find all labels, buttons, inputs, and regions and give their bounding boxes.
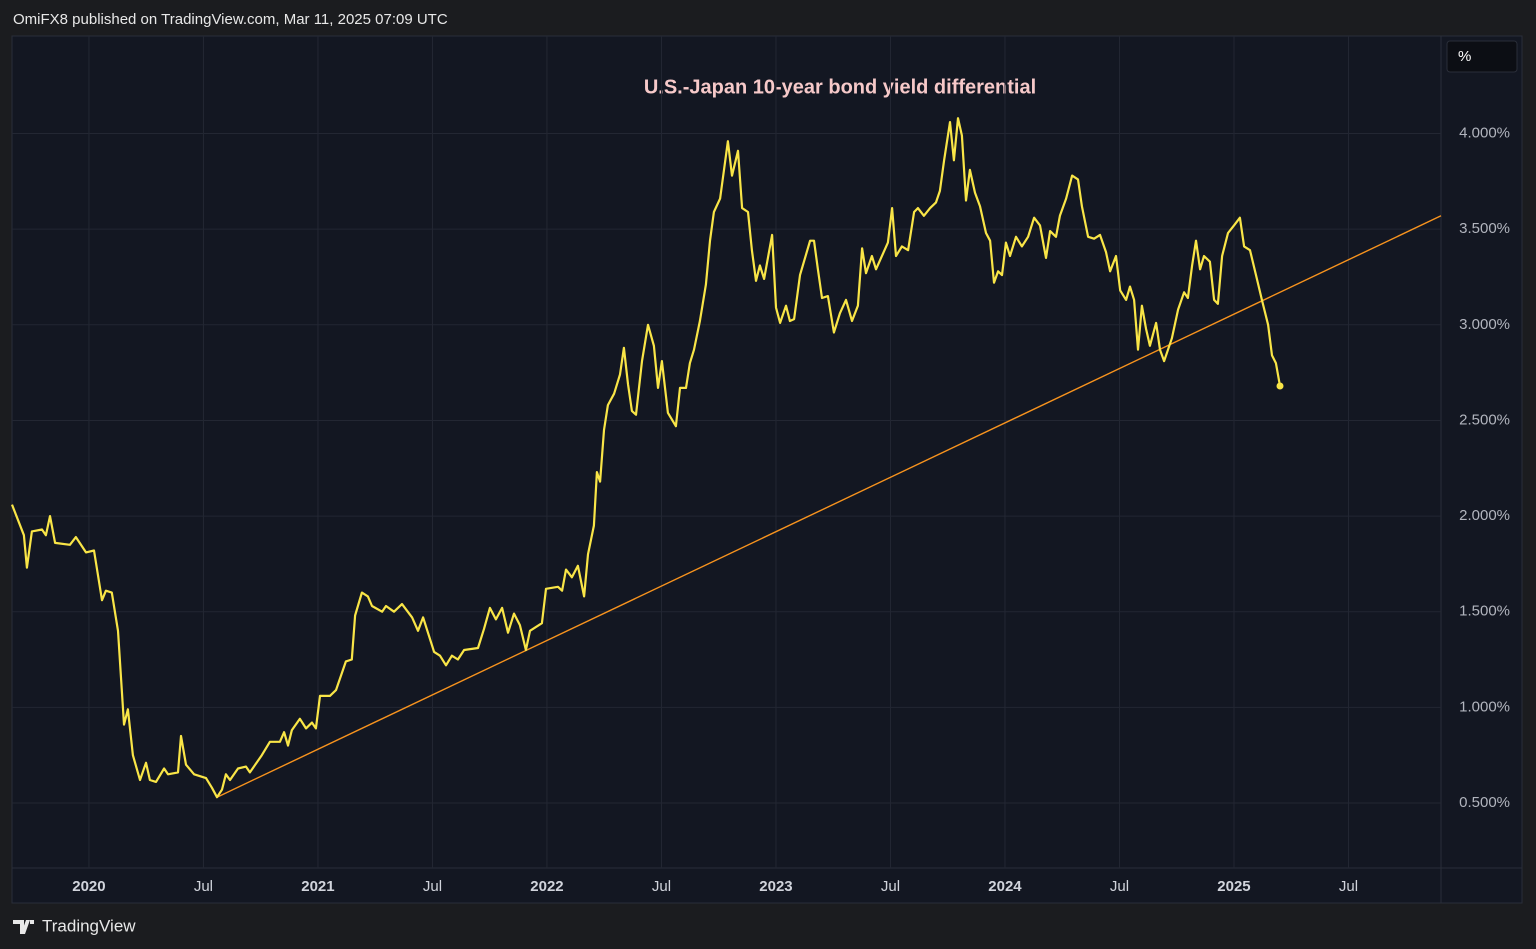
y-tick-label: 1.000% (1459, 698, 1510, 715)
unit-label[interactable]: % (1458, 48, 1471, 65)
trendline (216, 215, 1442, 798)
last-point (1276, 382, 1284, 390)
y-tick-label: 3.000% (1459, 316, 1510, 333)
x-tick-label: 2022 (530, 878, 563, 895)
x-tick-label: 2021 (301, 878, 334, 895)
chart-panel (11, 35, 1523, 904)
x-tick-label: 2023 (759, 878, 792, 895)
x-tick-label: Jul (1339, 878, 1358, 895)
logo-icon (13, 920, 34, 934)
y-tick-label: 2.000% (1459, 507, 1510, 524)
unit-button[interactable] (1446, 40, 1518, 73)
x-tick-label: 2020 (72, 878, 105, 895)
x-tick-label: 2025 (1217, 878, 1250, 895)
y-tick-label: 4.000% (1459, 125, 1510, 142)
header: OmiFX8 published on TradingView.com, Mar… (13, 11, 448, 28)
y-tick-label: 2.500% (1459, 411, 1510, 428)
chart-title: U.S.-Japan 10-year bond yield differenti… (644, 76, 1036, 98)
y-tick-label: 3.500% (1459, 220, 1510, 237)
x-tick-label: Jul (1110, 878, 1129, 895)
y-tick-label: 0.500% (1459, 794, 1510, 811)
footer-brand: TradingView (42, 916, 136, 935)
x-tick-label: Jul (194, 878, 213, 895)
x-tick-label: Jul (881, 878, 900, 895)
x-tick-label: Jul (652, 878, 671, 895)
y-tick-label: 1.500% (1459, 603, 1510, 620)
series-line (10, 117, 1282, 799)
x-tick-label: 2024 (988, 878, 1022, 895)
x-tick-label: Jul (423, 878, 442, 895)
